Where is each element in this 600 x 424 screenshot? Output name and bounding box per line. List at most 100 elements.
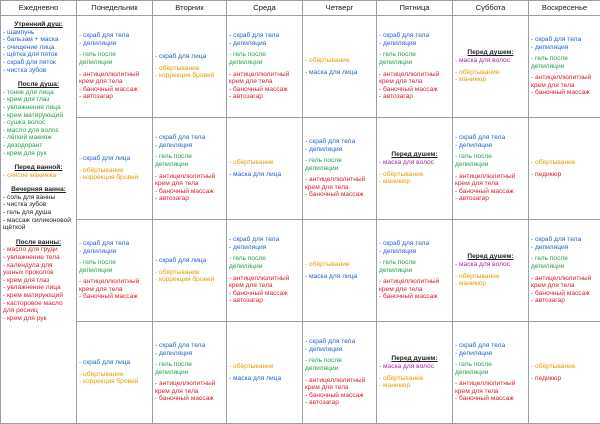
daily-item: - скраб для пяток (3, 59, 74, 67)
routine-item: депиляции (79, 267, 150, 275)
routine-item: - маникюр (379, 178, 450, 186)
routine-item: - депиляция (155, 350, 224, 358)
routine-item: - автозагар (79, 93, 150, 101)
routine-item: - маска для волос (379, 159, 450, 167)
routine-item: - антицеллюлитный (79, 71, 150, 79)
routine-item: - гель после (229, 51, 300, 59)
daily-section-heading: Утренний душ: (3, 21, 74, 29)
routine-item: депиляции (79, 59, 150, 67)
daily-item: - лёгкий макияж (3, 134, 74, 142)
daily-item: - бальзам + маска (3, 36, 74, 44)
routine-item: крем для тела (455, 180, 526, 188)
routine-item: - баночный массаж (531, 290, 598, 298)
routine-item: - антицеллюлитный (305, 176, 374, 184)
spacer (3, 74, 74, 78)
routine-item: крем для тела (305, 384, 374, 392)
cell-sunday: - обёртывание- педикюр (529, 322, 600, 424)
routine-item: депиляции (229, 59, 300, 67)
routine-item: - обёртывание (229, 363, 300, 371)
daily-item: - щётка для пяток (3, 51, 74, 59)
routine-item: - антицеллюлитный (455, 380, 526, 388)
routine-item: - гель после (229, 255, 300, 263)
cell-saturday: Перед душем:- маска для волос- обёртыван… (453, 16, 529, 118)
spacer (3, 157, 74, 161)
routine-item: - депиляция (455, 142, 526, 150)
routine-item: крем для тела (229, 282, 300, 290)
routine-item: - антицеллюлитный (155, 380, 224, 388)
routine-item: - маска для лица (305, 273, 374, 281)
cell-wednesday: - обёртывание- маска для лица (227, 118, 303, 220)
routine-item: крем для тела (379, 78, 450, 86)
header-row: Ежедневно Понедельник Вторник Среда Четв… (1, 1, 600, 16)
daily-section-heading: После душа: (3, 81, 74, 89)
routine-item: - депиляция (455, 350, 526, 358)
routine-item: депиляции (531, 63, 598, 71)
header-daily: Ежедневно (1, 1, 77, 16)
routine-item: - скраб для тела (155, 134, 224, 142)
daily-item: - увлажнение тела (3, 254, 74, 262)
routine-item: - гель после (155, 361, 224, 369)
routine-item: - маникюр (379, 382, 450, 390)
header-tuesday: Вторник (153, 1, 227, 16)
daily-section-heading: После ванны: (3, 239, 74, 247)
routine-item: депиляции (455, 369, 526, 377)
routine-item: - скраб для тела (455, 134, 526, 142)
cell-tuesday: - скраб для лица- обёртывание- коррекция… (153, 16, 227, 118)
header-monday: Понедельник (77, 1, 153, 16)
spacer (3, 232, 74, 236)
routine-item: - гель после (379, 51, 450, 59)
routine-item: крем для тела (155, 180, 224, 188)
routine-item: - обёртывание (379, 375, 450, 383)
routine-heading: Перед душем: (379, 355, 450, 363)
routine-item: - скраб для тела (455, 342, 526, 350)
routine-heading: Перед душем: (455, 253, 526, 261)
schedule-body: Утренний душ:- шампунь- бальзам + маска-… (1, 16, 600, 424)
routine-item: крем для тела (229, 78, 300, 86)
routine-item: - маникюр (455, 76, 526, 84)
daily-item: - дезодорант (3, 142, 74, 150)
routine-item: - антицеллюлитный (229, 71, 300, 79)
routine-item: депиляции (531, 263, 598, 271)
routine-item: - скраб для тела (531, 236, 598, 244)
routine-item: крем для тела (79, 78, 150, 86)
routine-item: - гель после (79, 51, 150, 59)
cell-friday: Перед душем:- маска для волос- обёртыван… (377, 322, 453, 424)
daily-item: - снятие макияжа (3, 172, 74, 180)
cell-saturday: Перед душем:- маска для волос- обёртыван… (453, 220, 529, 322)
routine-item: - антицеллюлитный (229, 275, 300, 283)
routine-item: депиляции (155, 369, 224, 377)
routine-heading: Перед душем: (379, 151, 450, 159)
routine-item: - баночный массаж (455, 188, 526, 196)
routine-item: - коррекция бровей (155, 276, 224, 284)
routine-item: - баночный массаж (305, 392, 374, 400)
daily-item: - крем для рук (3, 315, 74, 323)
routine-item: - обёртывание (229, 159, 300, 167)
routine-item: - обёртывание (455, 69, 526, 77)
routine-item: депиляции (155, 161, 224, 169)
routine-item: - баночный массаж (155, 395, 224, 403)
daily-item: - гель для душа (3, 209, 74, 217)
routine-item: - депиляция (531, 244, 598, 252)
daily-item: - крем для глаз (3, 96, 74, 104)
header-thursday: Четверг (303, 1, 377, 16)
daily-item: - крем для глаз (3, 277, 74, 285)
header-saturday: Суббота (453, 1, 529, 16)
cell-thursday: - обёртывание- маска для лица (303, 16, 377, 118)
routine-item: депиляции (305, 165, 374, 173)
cell-thursday: - обёртывание- маска для лица (303, 220, 377, 322)
routine-item: - баночный массаж (531, 89, 598, 97)
routine-item: - гель после (531, 255, 598, 263)
daily-item: - крем для рук (3, 150, 74, 158)
routine-item: - скраб для лица (79, 155, 150, 163)
routine-item: - баночный массаж (379, 293, 450, 301)
routine-item: - депиляция (155, 142, 224, 150)
routine-item: - обёртывание (305, 57, 374, 65)
routine-item: - гель после (379, 259, 450, 267)
week-row: - скраб для лица- обёртывание- коррекция… (1, 322, 600, 424)
routine-item: - антицеллюлитный (379, 71, 450, 79)
routine-item: - скраб для тела (79, 32, 150, 40)
routine-item: - скраб для лица (155, 53, 224, 61)
